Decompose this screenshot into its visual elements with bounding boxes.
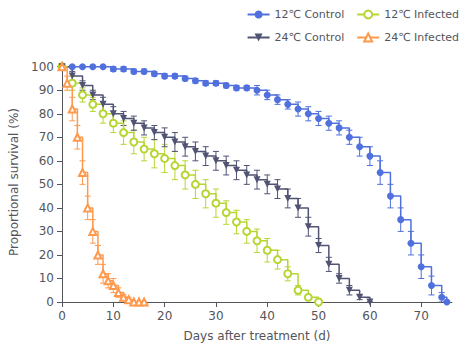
svg-text:70: 70 <box>414 309 429 323</box>
svg-text:50: 50 <box>311 309 326 323</box>
svg-text:90: 90 <box>39 83 54 97</box>
svg-text:0: 0 <box>46 295 54 309</box>
svg-text:20: 20 <box>39 248 54 262</box>
svg-text:12℃ Control: 12℃ Control <box>275 8 345 21</box>
svg-text:80: 80 <box>39 107 54 121</box>
svg-text:20: 20 <box>157 309 172 323</box>
svg-text:10: 10 <box>39 271 54 285</box>
svg-text:24℃ Control: 24℃ Control <box>275 31 345 44</box>
svg-text:Days after treatment (d): Days after treatment (d) <box>184 329 331 343</box>
svg-text:10: 10 <box>106 309 121 323</box>
svg-text:70: 70 <box>39 130 54 144</box>
svg-text:30: 30 <box>39 224 54 238</box>
svg-text:0: 0 <box>58 309 66 323</box>
svg-text:24℃ Infected: 24℃ Infected <box>384 31 459 44</box>
svg-text:100: 100 <box>31 60 54 74</box>
svg-text:12℃ Infected: 12℃ Infected <box>384 8 459 21</box>
svg-text:Proportional survival (%): Proportional survival (%) <box>7 108 21 256</box>
svg-text:60: 60 <box>39 154 54 168</box>
svg-text:40: 40 <box>260 309 275 323</box>
svg-text:40: 40 <box>39 201 54 215</box>
svg-text:30: 30 <box>208 309 223 323</box>
svg-text:60: 60 <box>362 309 377 323</box>
svg-text:50: 50 <box>39 177 54 191</box>
